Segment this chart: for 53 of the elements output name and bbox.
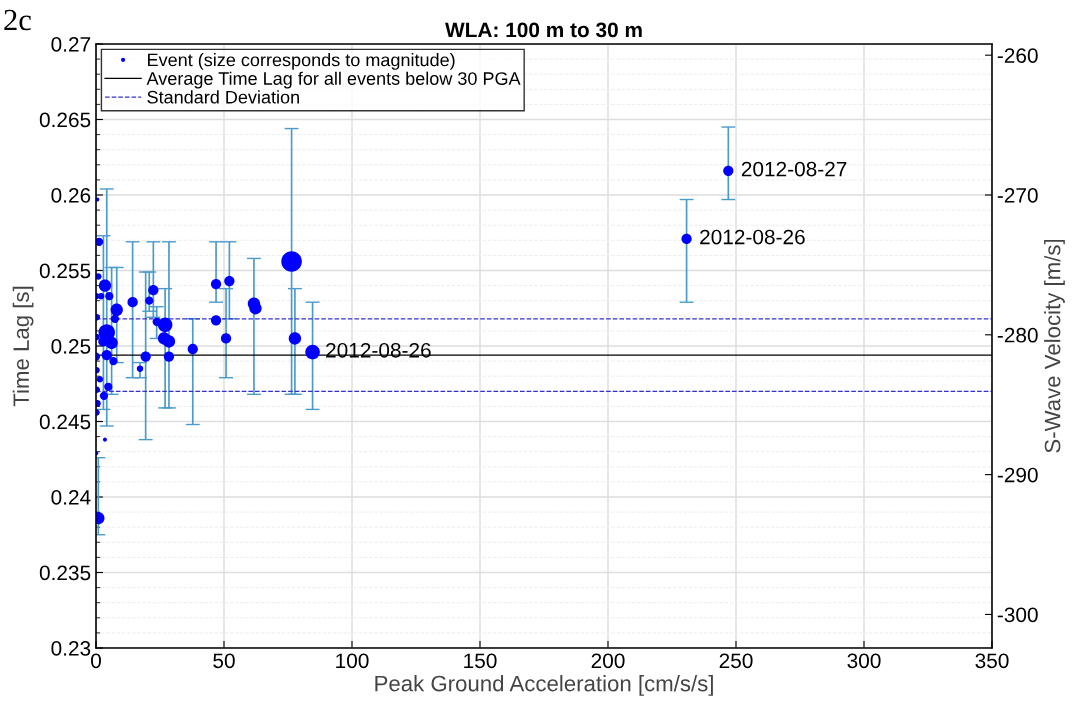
x-tick-label: 350 bbox=[975, 653, 1009, 669]
y2-tick-label: -270 bbox=[997, 188, 1038, 203]
point bbox=[99, 391, 109, 400]
x-tick-label: 300 bbox=[847, 653, 881, 669]
point bbox=[224, 275, 235, 287]
point bbox=[210, 315, 222, 326]
y-tick-label: 0.235 bbox=[39, 565, 91, 581]
y2-tick-label: -290 bbox=[997, 467, 1038, 483]
point bbox=[723, 165, 734, 176]
y-tick-label: 0.26 bbox=[51, 188, 91, 203]
y-tick-label: 0.23 bbox=[51, 641, 91, 656]
point bbox=[681, 233, 692, 244]
y2-tick-label: -300 bbox=[997, 607, 1038, 623]
point bbox=[104, 382, 113, 391]
x-tick-label: 50 bbox=[213, 653, 235, 669]
legend-label: Standard Deviation bbox=[147, 90, 299, 104]
x-tick-label: 150 bbox=[464, 653, 497, 669]
point bbox=[220, 333, 232, 344]
point bbox=[105, 336, 118, 350]
point bbox=[110, 303, 123, 316]
x-tick-label: 100 bbox=[336, 653, 369, 669]
y2-tick-label: -260 bbox=[997, 48, 1038, 63]
point bbox=[140, 351, 151, 362]
point bbox=[163, 351, 175, 362]
text: 2c bbox=[4, 9, 31, 31]
x-tick-label: 200 bbox=[591, 653, 625, 669]
annotation: 2012-08-26 bbox=[326, 342, 431, 358]
point bbox=[101, 349, 112, 361]
y-tick-label: 0.265 bbox=[39, 112, 91, 128]
point bbox=[148, 284, 159, 296]
y-tick-label: 0.255 bbox=[39, 263, 91, 279]
point bbox=[127, 297, 138, 308]
x-tick-label: 0 bbox=[91, 653, 101, 669]
legend-label: Average Time Lag for all events below 30 PGA bbox=[146, 71, 521, 89]
point bbox=[187, 343, 198, 355]
point bbox=[109, 356, 118, 366]
y-axis-title: Time Lag [s] bbox=[12, 286, 34, 407]
y2-axis-title: S-Wave Velocity [m/s] bbox=[1044, 239, 1065, 453]
annotation: 2012-08-26 bbox=[700, 229, 805, 245]
y-tick-label: 0.24 bbox=[51, 490, 91, 505]
annotation: 2012-08-27 bbox=[741, 161, 847, 177]
chart-title: WLA: 100 m to 30 m bbox=[445, 22, 642, 38]
point bbox=[105, 292, 114, 301]
y-tick-label: 0.245 bbox=[39, 414, 91, 430]
legend-label: Event (size corresponds to magnitude) bbox=[148, 53, 455, 70]
point bbox=[110, 314, 120, 323]
x-axis-title: Peak Ground Acceleration [cm/s/s] bbox=[375, 675, 713, 696]
x-tick-label: 250 bbox=[719, 653, 753, 669]
y2-tick-label: -280 bbox=[997, 327, 1038, 343]
point bbox=[145, 296, 154, 305]
y-tick-label: 0.27 bbox=[51, 37, 91, 52]
point bbox=[210, 278, 222, 290]
y-tick-label: 0.25 bbox=[51, 339, 91, 354]
